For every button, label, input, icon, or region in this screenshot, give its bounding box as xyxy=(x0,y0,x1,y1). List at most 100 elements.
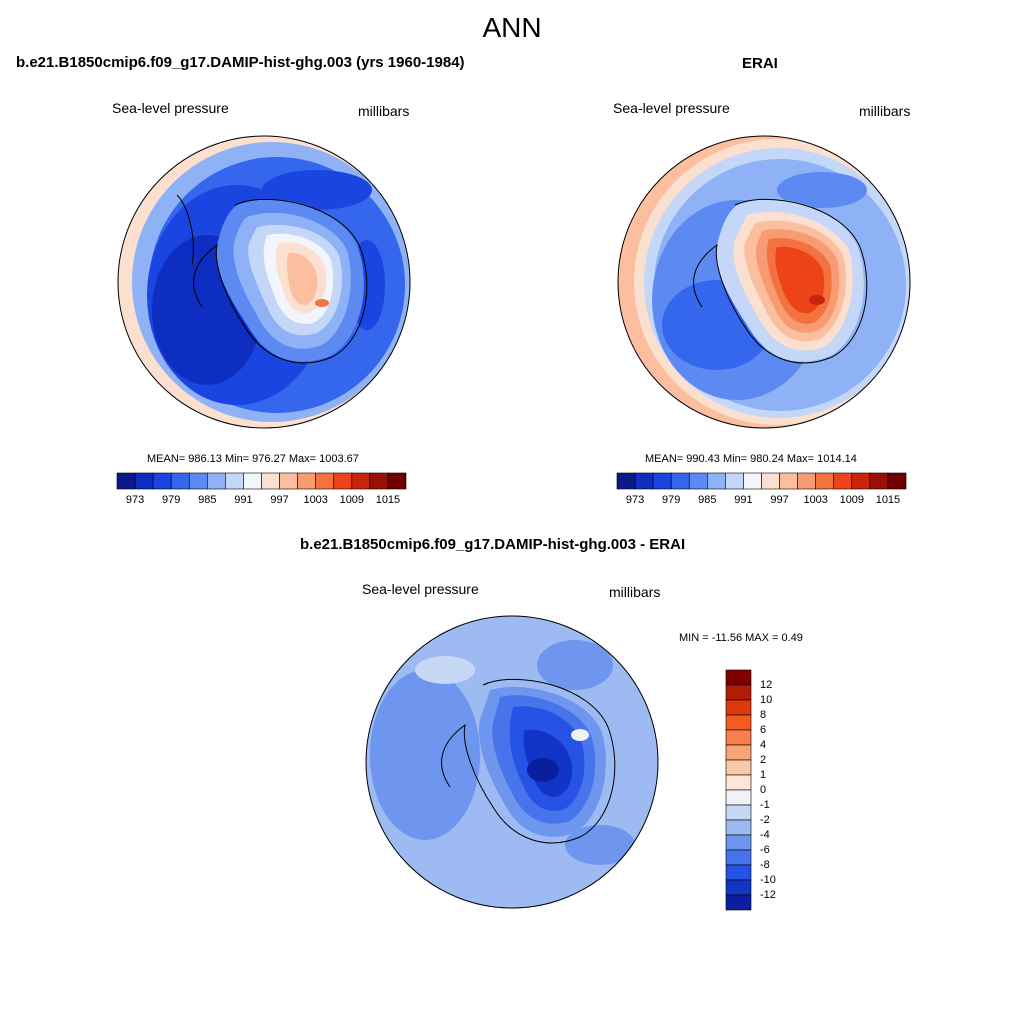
colorbar-swatch xyxy=(725,789,752,806)
colorbar-swatch xyxy=(134,472,154,490)
colorbar-tick-label: 1003 xyxy=(803,494,828,506)
colorbar-swatch xyxy=(851,472,871,490)
diff-panel-title: b.e21.B1850cmip6.f09_g17.DAMIP-hist-ghg.… xyxy=(300,536,686,553)
colorbar-swatch xyxy=(725,834,752,851)
colorbar-swatch xyxy=(616,472,636,490)
colorbar-tick-label: 991 xyxy=(234,494,253,506)
model-units-label: millibars xyxy=(358,103,410,119)
colorbar-swatch xyxy=(634,472,654,490)
colorbar-tick-label: -8 xyxy=(760,859,770,871)
colorbar-swatch xyxy=(725,744,752,761)
colorbar-swatch xyxy=(725,472,744,490)
colorbar-tick-label: -4 xyxy=(760,829,770,841)
model-colorbar xyxy=(116,472,407,490)
colorbar-swatch xyxy=(387,472,407,490)
colorbar-swatch xyxy=(725,804,752,821)
colorbar-swatch xyxy=(688,472,708,490)
colorbar-tick-label: 979 xyxy=(162,494,181,506)
colorbar-swatch xyxy=(887,472,907,490)
colorbar-swatch xyxy=(725,684,752,701)
colorbar-swatch xyxy=(725,864,752,881)
diff-polar-map xyxy=(365,615,659,909)
colorbar-tick-label: 1009 xyxy=(339,494,365,506)
colorbar-swatch xyxy=(207,472,226,490)
colorbar-swatch xyxy=(725,729,752,746)
model-polar-map xyxy=(117,135,411,429)
colorbar-swatch xyxy=(652,472,672,490)
colorbar-swatch xyxy=(170,472,190,490)
colorbar-swatch xyxy=(725,714,752,731)
diff-stats: MIN = -11.56 MAX = 0.49 xyxy=(679,632,803,644)
colorbar-tick-label: 991 xyxy=(734,494,753,506)
colorbar-swatch xyxy=(815,472,835,490)
colorbar-swatch xyxy=(315,472,335,490)
colorbar-swatch xyxy=(725,759,752,776)
colorbar-swatch xyxy=(188,472,208,490)
colorbar-swatch xyxy=(743,472,762,490)
colorbar-tick-label: -12 xyxy=(760,889,776,901)
colorbar-swatch xyxy=(725,699,752,716)
colorbar-tick-label: 985 xyxy=(198,494,217,506)
obs-stats: MEAN= 990.43 Min= 980.24 Max= 1014.14 xyxy=(645,453,857,465)
model-colorbar-ticks: 973 979 985 991 997 1003 1009 1015 xyxy=(117,494,406,508)
colorbar-tick-label: -6 xyxy=(760,844,770,856)
colorbar-swatch xyxy=(225,472,244,490)
obs-panel-title: ERAI xyxy=(742,55,778,72)
colorbar-tick-label: 997 xyxy=(770,494,789,506)
colorbar-tick-label: 0 xyxy=(760,784,767,796)
model-panel-title: b.e21.B1850cmip6.f09_g17.DAMIP-hist-ghg.… xyxy=(16,54,465,71)
colorbar-swatch xyxy=(243,472,262,490)
colorbar-swatch xyxy=(869,472,889,490)
obs-colorbar-ticks: 973 979 985 991 997 1003 1009 1015 xyxy=(617,494,906,508)
colorbar-swatch xyxy=(297,472,316,490)
obs-units-label: millibars xyxy=(859,103,911,119)
colorbar-tick-label: -1 xyxy=(760,799,770,811)
colorbar-swatch xyxy=(333,472,353,490)
diff-colorbar xyxy=(725,669,752,911)
colorbar-swatch xyxy=(725,669,752,686)
diff-colorbar-ticks: 12 10 8 6 4 2 1 0 -1 -2 -4 -6 -8 -10 -12 xyxy=(760,670,800,910)
obs-variable-label: Sea-level pressure xyxy=(613,100,730,116)
colorbar-swatch xyxy=(261,472,280,490)
colorbar-swatch xyxy=(116,472,136,490)
colorbar-swatch xyxy=(725,774,752,791)
main-title: ANN xyxy=(482,12,542,43)
colorbar-tick-label: -10 xyxy=(760,874,776,886)
colorbar-tick-label: 1 xyxy=(760,769,767,781)
colorbar-swatch xyxy=(725,849,752,866)
colorbar-tick-label: 1015 xyxy=(375,494,401,506)
colorbar-swatch xyxy=(761,472,780,490)
obs-colorbar xyxy=(616,472,907,490)
colorbar-tick-label: 6 xyxy=(760,724,767,736)
diff-variable-label: Sea-level pressure xyxy=(362,581,479,597)
model-stats: MEAN= 986.13 Min= 976.27 Max= 1003.67 xyxy=(147,453,359,465)
colorbar-swatch xyxy=(725,819,752,836)
colorbar-tick-label: 12 xyxy=(760,679,773,691)
colorbar-tick-label: 10 xyxy=(760,694,773,706)
colorbar-swatch xyxy=(707,472,726,490)
diff-units-label: millibars xyxy=(609,584,661,600)
colorbar-tick-label: 1009 xyxy=(839,494,865,506)
colorbar-swatch xyxy=(670,472,690,490)
colorbar-swatch xyxy=(152,472,172,490)
colorbar-tick-label: 997 xyxy=(270,494,289,506)
colorbar-swatch xyxy=(779,472,798,490)
model-variable-label: Sea-level pressure xyxy=(112,100,229,116)
colorbar-tick-label: 973 xyxy=(125,494,145,506)
colorbar-tick-label: 1003 xyxy=(303,494,328,506)
colorbar-tick-label: 985 xyxy=(698,494,717,506)
obs-polar-map xyxy=(617,135,911,429)
colorbar-swatch xyxy=(797,472,816,490)
colorbar-tick-label: 1015 xyxy=(875,494,901,506)
colorbar-tick-label: 8 xyxy=(760,709,767,721)
colorbar-tick-label: 979 xyxy=(662,494,681,506)
colorbar-tick-label: 973 xyxy=(625,494,645,506)
colorbar-swatch xyxy=(833,472,853,490)
colorbar-swatch xyxy=(725,894,752,911)
colorbar-swatch xyxy=(279,472,298,490)
colorbar-tick-label: 4 xyxy=(760,739,767,751)
colorbar-tick-label: 2 xyxy=(760,754,767,766)
colorbar-tick-label: -2 xyxy=(760,814,770,826)
colorbar-swatch xyxy=(351,472,371,490)
colorbar-swatch xyxy=(725,879,752,896)
